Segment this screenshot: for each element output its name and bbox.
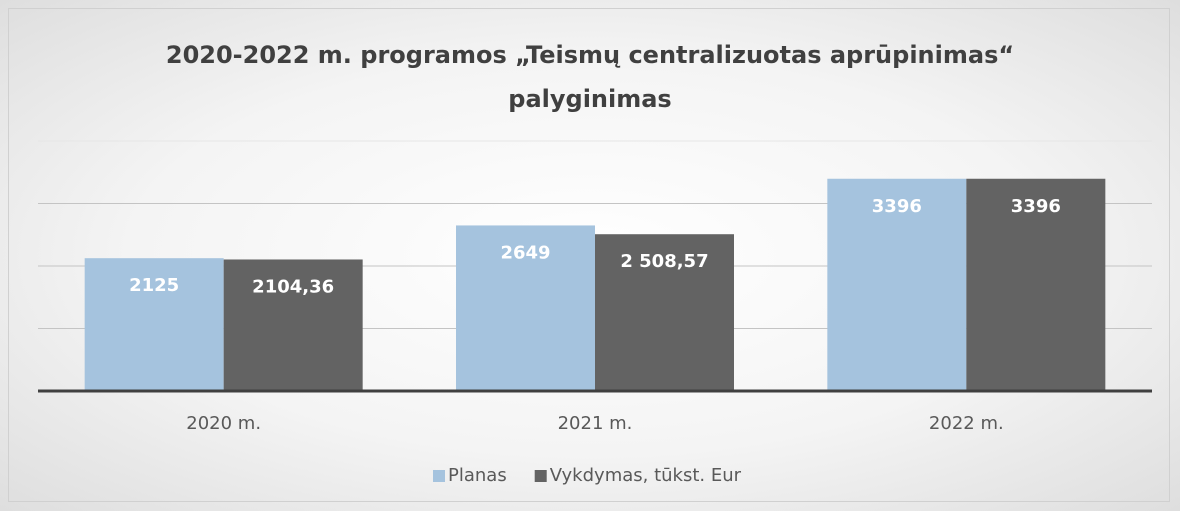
legend-swatch: [534, 470, 547, 482]
bar: [595, 234, 734, 391]
data-label: 2 508,57: [620, 251, 708, 272]
bar: [223, 259, 363, 391]
data-label: 2649: [500, 242, 550, 263]
legend-label: Planas: [448, 465, 507, 486]
bar: [84, 258, 224, 391]
bar: [827, 178, 967, 391]
legend-swatch: [433, 470, 445, 482]
x-tick-label: 2021 m.: [558, 413, 633, 434]
x-tick-label: 2020 m.: [186, 413, 261, 434]
bar: [966, 178, 1106, 391]
legend-label: Vykdymas, tūkst. Eur: [550, 465, 742, 486]
data-label: 2125: [129, 275, 179, 296]
chart-frame: [8, 8, 1170, 502]
data-label: 3396: [1011, 196, 1061, 217]
bar: [456, 225, 595, 391]
x-tick-label: 2022 m.: [929, 413, 1004, 434]
data-label: 2104,36: [252, 276, 334, 297]
chart-title: 2020-2022 m. programos „Teismų centraliz…: [165, 41, 1015, 113]
data-label: 3396: [872, 196, 922, 217]
